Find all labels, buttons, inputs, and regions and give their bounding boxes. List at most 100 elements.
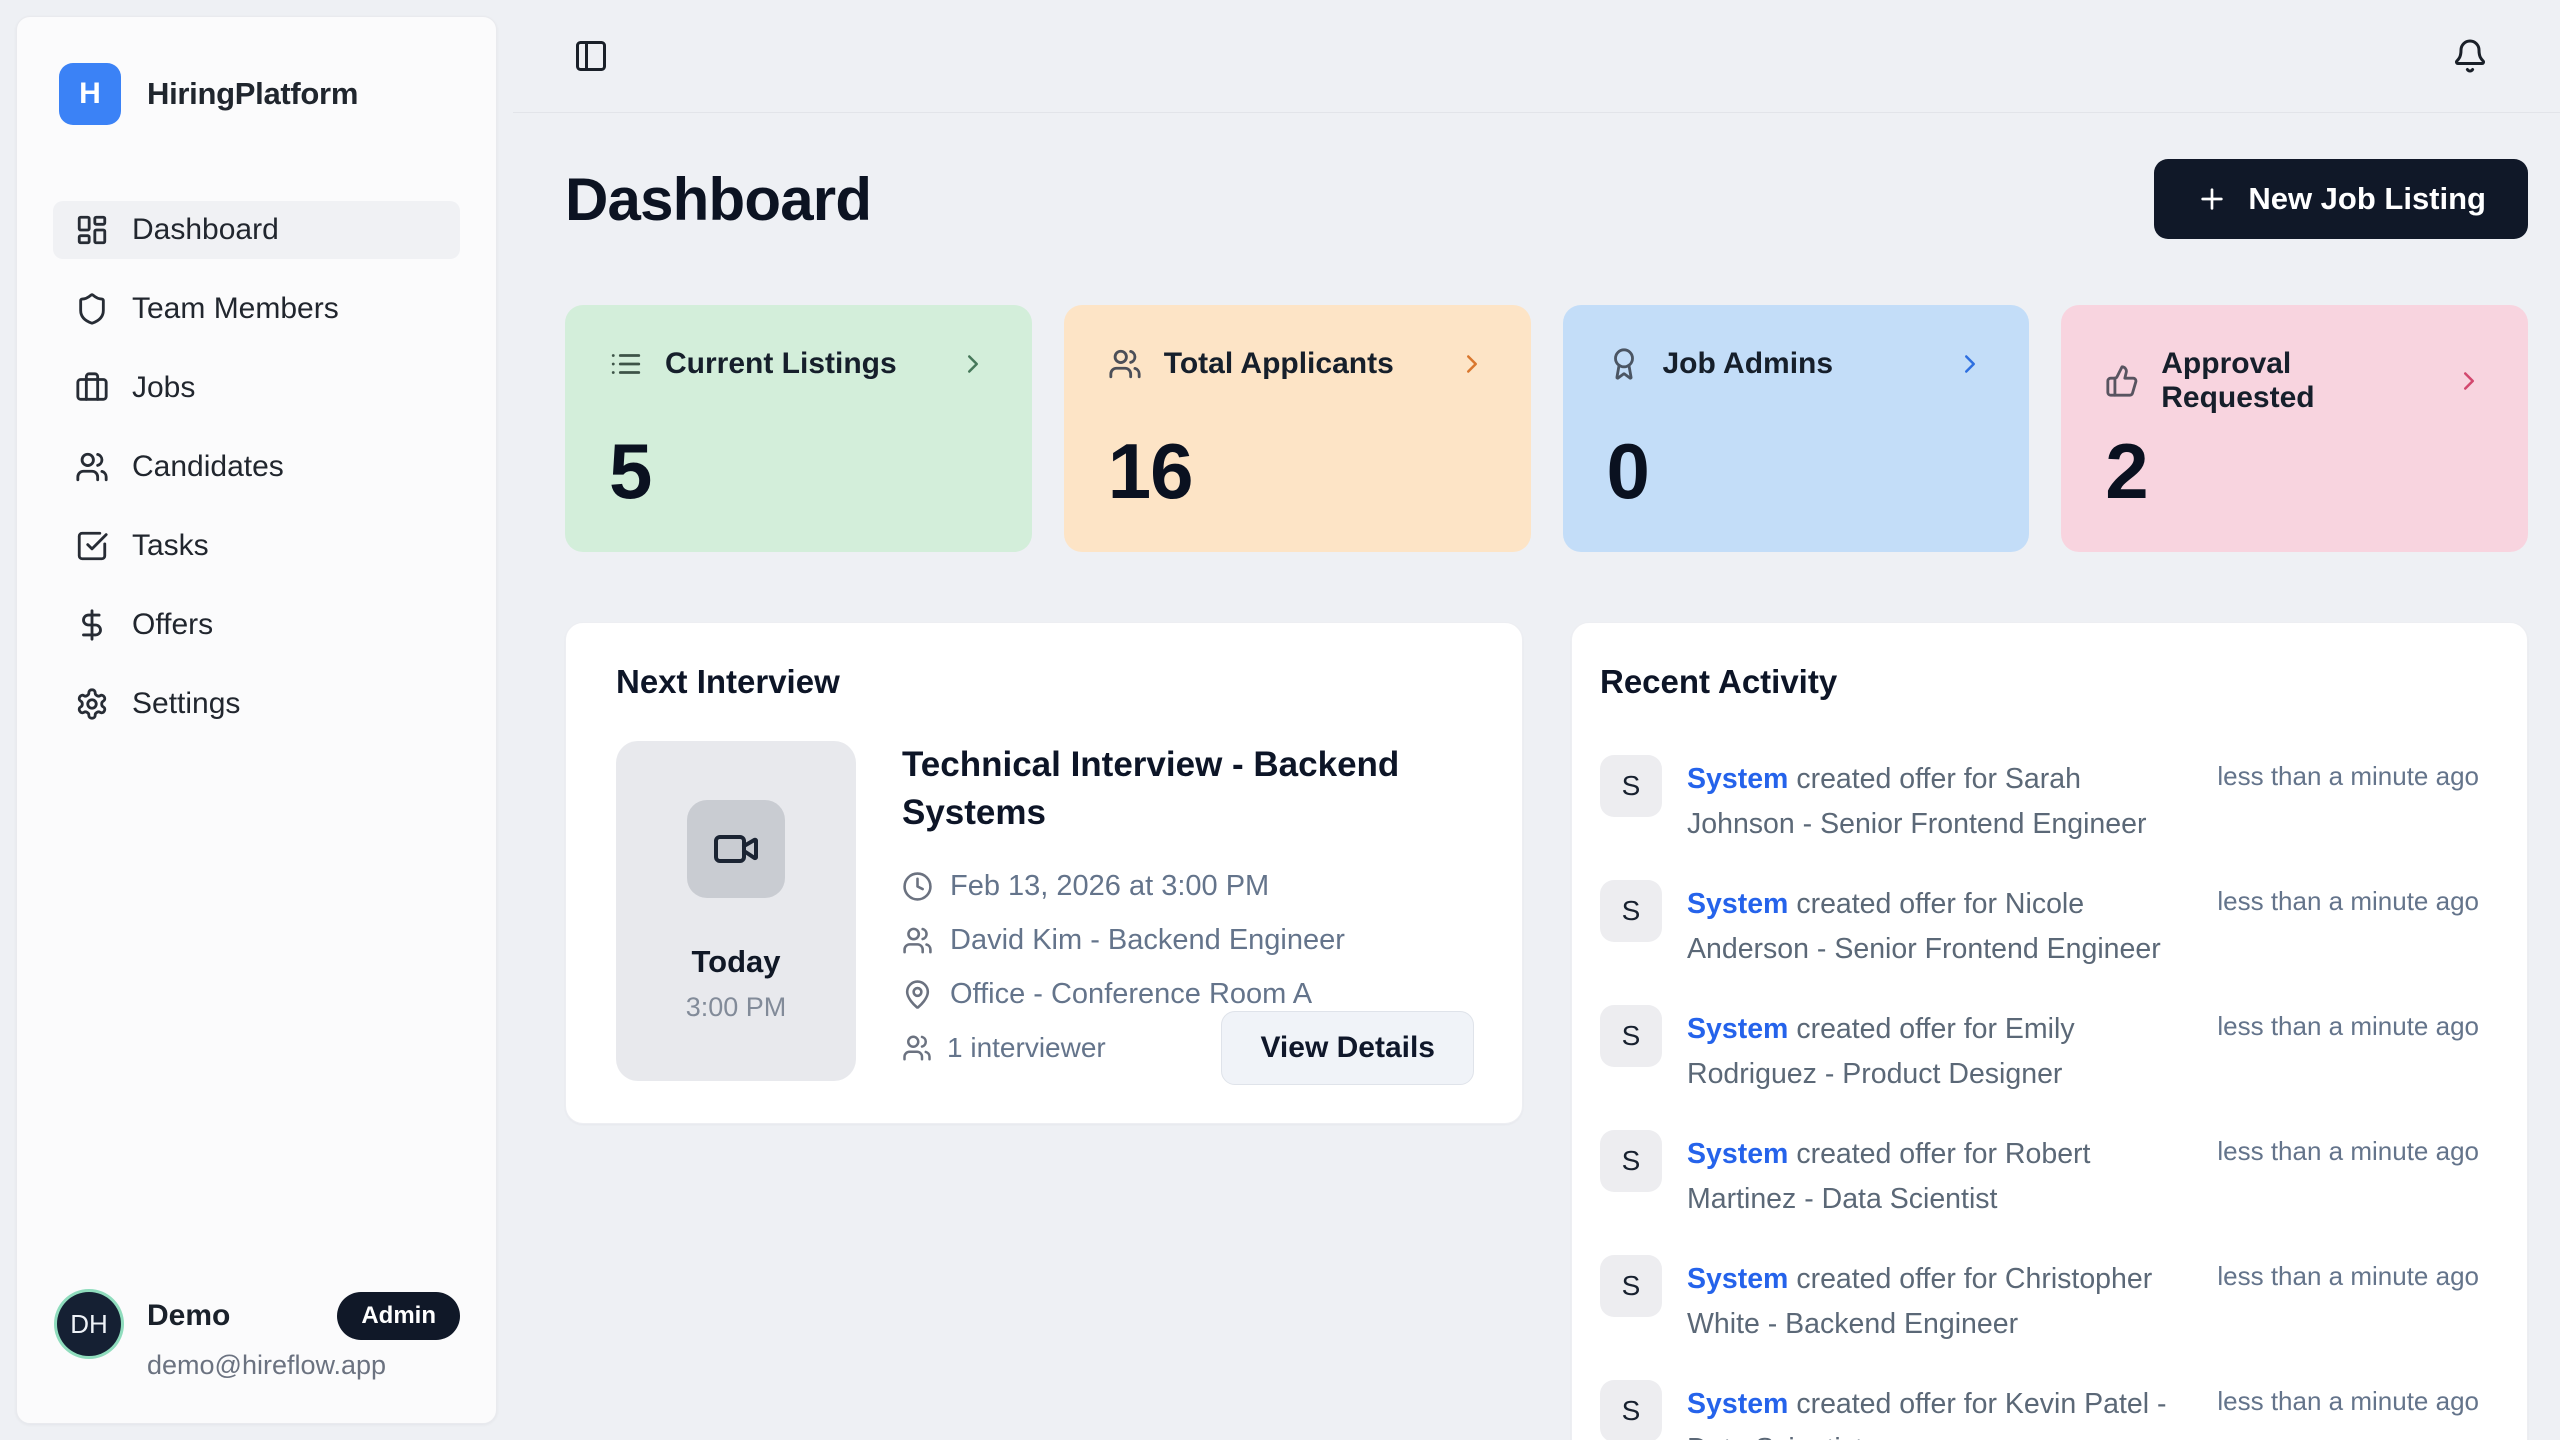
activity-text: System created offer for Emily Rodriguez… bbox=[1687, 1005, 2182, 1097]
panel-left-icon bbox=[576, 41, 606, 71]
chevron-right-icon bbox=[1965, 355, 1976, 373]
next-interview-heading: Next Interview bbox=[616, 663, 840, 700]
user-info: Demo Admin demo@hireflow.app bbox=[147, 1292, 460, 1381]
panels-row: Next Interview Today 3:00 PM Technical I… bbox=[565, 622, 2528, 1440]
new-job-listing-label: New Job Listing bbox=[2248, 181, 2486, 216]
activity-list: S System created offer for Sarah Johnson… bbox=[1600, 755, 2479, 1440]
sidebar: H HiringPlatform Dashboard Team Members … bbox=[16, 16, 497, 1424]
activity-avatar: S bbox=[1600, 1255, 1662, 1318]
activity-avatar: S bbox=[1600, 1130, 1662, 1193]
activity-item: S System created offer for Robert Martin… bbox=[1600, 1130, 2479, 1222]
app-name: HiringPlatform bbox=[147, 76, 359, 111]
activity-text: System created offer for Sarah Johnson -… bbox=[1687, 755, 2182, 847]
user-name: Demo bbox=[147, 1299, 231, 1332]
activity-text: System created offer for Nicole Anderson… bbox=[1687, 880, 2182, 972]
stat-value: 2 bbox=[2105, 427, 2148, 515]
activity-item: S System created offer for Emily Rodrigu… bbox=[1600, 1005, 2479, 1097]
activity-text: System created offer for Robert Martinez… bbox=[1687, 1130, 2182, 1222]
stat-label: Job Admins bbox=[1662, 347, 1834, 380]
map-pin-icon bbox=[905, 979, 930, 1009]
bell-icon bbox=[2455, 39, 2485, 73]
interview-details: Technical Interview - Backend Systems Fe… bbox=[902, 741, 1474, 1085]
gear-icon bbox=[77, 688, 107, 720]
users-icon bbox=[903, 927, 932, 954]
sidebar-item-label: Candidates bbox=[132, 450, 284, 483]
interviewer-count: 1 interviewer bbox=[902, 1032, 1106, 1064]
sidebar-item-candidates[interactable]: Candidates bbox=[53, 438, 460, 496]
stat-label: Approval Requested bbox=[2161, 347, 2315, 414]
activity-actor-link[interactable]: System bbox=[1687, 1263, 1789, 1296]
sidebar-nav: Dashboard Team Members Jobs Candidates T… bbox=[53, 201, 460, 733]
user-profile[interactable]: DH Demo Admin demo@hireflow.app bbox=[53, 1292, 460, 1381]
chevron-right-icon bbox=[1466, 355, 1477, 373]
next-interview-card: Next Interview Today 3:00 PM Technical I… bbox=[565, 622, 1523, 1124]
stat-value: 0 bbox=[1606, 427, 1650, 515]
topbar bbox=[513, 0, 2560, 113]
chevron-right-icon bbox=[967, 355, 978, 373]
sidebar-item-tasks[interactable]: Tasks bbox=[53, 517, 460, 575]
interview-datetime: Feb 13, 2026 at 3:00 PM bbox=[950, 869, 1270, 902]
new-job-listing-button[interactable]: New Job Listing bbox=[2154, 159, 2528, 239]
activity-description: created offer for Sarah Johnson - Senior… bbox=[1687, 763, 2147, 841]
avatar: DH bbox=[57, 1292, 121, 1356]
sidebar-item-offers[interactable]: Offers bbox=[53, 596, 460, 654]
app-logo-mark: H bbox=[59, 63, 121, 125]
activity-actor-link[interactable]: System bbox=[1687, 763, 1789, 795]
video-icon bbox=[714, 834, 758, 863]
interview-location: Office - Conference Room A bbox=[950, 977, 1313, 1010]
activity-actor-link[interactable]: System bbox=[1687, 1388, 1789, 1421]
sidebar-item-label: Offers bbox=[132, 608, 214, 641]
interview-title: Technical Interview - Backend Systems bbox=[902, 745, 1400, 833]
activity-description: created offer for Christopher White - Ba… bbox=[1687, 1263, 2153, 1341]
award-icon bbox=[1613, 348, 1634, 380]
sidebar-item-team-members[interactable]: Team Members bbox=[53, 280, 460, 338]
sidebar-item-dashboard[interactable]: Dashboard bbox=[53, 201, 460, 259]
interview-location-row: Office - Conference Room A bbox=[902, 978, 1474, 1011]
video-icon-tile bbox=[687, 799, 785, 898]
interviewer-count-label: 1 interviewer bbox=[947, 1031, 1106, 1063]
stat-card-job-admins[interactable]: Job Admins 0 bbox=[1562, 305, 2030, 552]
thumbs-up-icon bbox=[2106, 365, 2138, 397]
dollar-sign-icon bbox=[82, 609, 102, 641]
recent-activity-card: Recent Activity S System created offer f… bbox=[1571, 622, 2528, 1440]
sidebar-toggle-button[interactable] bbox=[573, 38, 609, 74]
stat-card-total-applicants[interactable]: Total Applicants 16 bbox=[1063, 305, 1531, 552]
users-icon bbox=[1109, 349, 1141, 379]
sidebar-item-label: Tasks bbox=[132, 529, 209, 562]
user-email: demo@hireflow.app bbox=[147, 1350, 387, 1380]
activity-avatar: S bbox=[1600, 755, 1662, 817]
activity-actor-link[interactable]: System bbox=[1687, 1013, 1789, 1046]
sidebar-item-settings[interactable]: Settings bbox=[53, 675, 460, 733]
briefcase-icon bbox=[76, 372, 108, 401]
interview-time-label: 3:00 PM bbox=[685, 991, 787, 1022]
interview-person-row: David Kim - Backend Engineer bbox=[902, 924, 1474, 957]
list-icon bbox=[611, 354, 641, 374]
activity-description: created offer for Emily Rodriguez - Prod… bbox=[1687, 1013, 2075, 1091]
content: Dashboard New Job Listing Current Listin… bbox=[513, 113, 2560, 1440]
view-details-button[interactable]: View Details bbox=[1221, 1010, 1474, 1085]
activity-avatar: S bbox=[1600, 880, 1662, 943]
role-badge: Admin bbox=[337, 1292, 460, 1340]
activity-text: System created offer for Kevin Patel - D… bbox=[1687, 1380, 2182, 1440]
notifications-button[interactable] bbox=[2452, 38, 2488, 74]
stat-card-current-listings[interactable]: Current Listings 5 bbox=[565, 305, 1032, 552]
stat-card-approval-requested[interactable]: Approval Requested 2 bbox=[2061, 305, 2528, 552]
chevron-right-icon bbox=[2464, 372, 2474, 390]
interview-person: David Kim - Backend Engineer bbox=[950, 923, 1345, 956]
page-title: Dashboard bbox=[565, 165, 872, 233]
activity-timestamp: less than a minute ago bbox=[2217, 1011, 2479, 1042]
activity-description: created offer for Kevin Patel - Data Sci… bbox=[1687, 1388, 2167, 1440]
activity-text: System created offer for Christopher Whi… bbox=[1687, 1255, 2182, 1347]
sidebar-item-jobs[interactable]: Jobs bbox=[53, 359, 460, 417]
activity-actor-link[interactable]: System bbox=[1687, 1138, 1789, 1171]
activity-avatar: S bbox=[1600, 1380, 1662, 1440]
stats-row: Current Listings 5 Total Applicants 16 J… bbox=[565, 305, 2528, 552]
app-logo: H HiringPlatform bbox=[53, 63, 460, 125]
recent-activity-heading: Recent Activity bbox=[1600, 663, 1838, 700]
avatar-initials: DH bbox=[70, 1308, 108, 1339]
layout-dashboard-icon bbox=[77, 215, 107, 245]
activity-avatar: S bbox=[1600, 1005, 1662, 1068]
activity-actor-link[interactable]: System bbox=[1687, 888, 1789, 921]
sidebar-item-label: Settings bbox=[132, 687, 241, 720]
clock-icon bbox=[903, 871, 932, 901]
